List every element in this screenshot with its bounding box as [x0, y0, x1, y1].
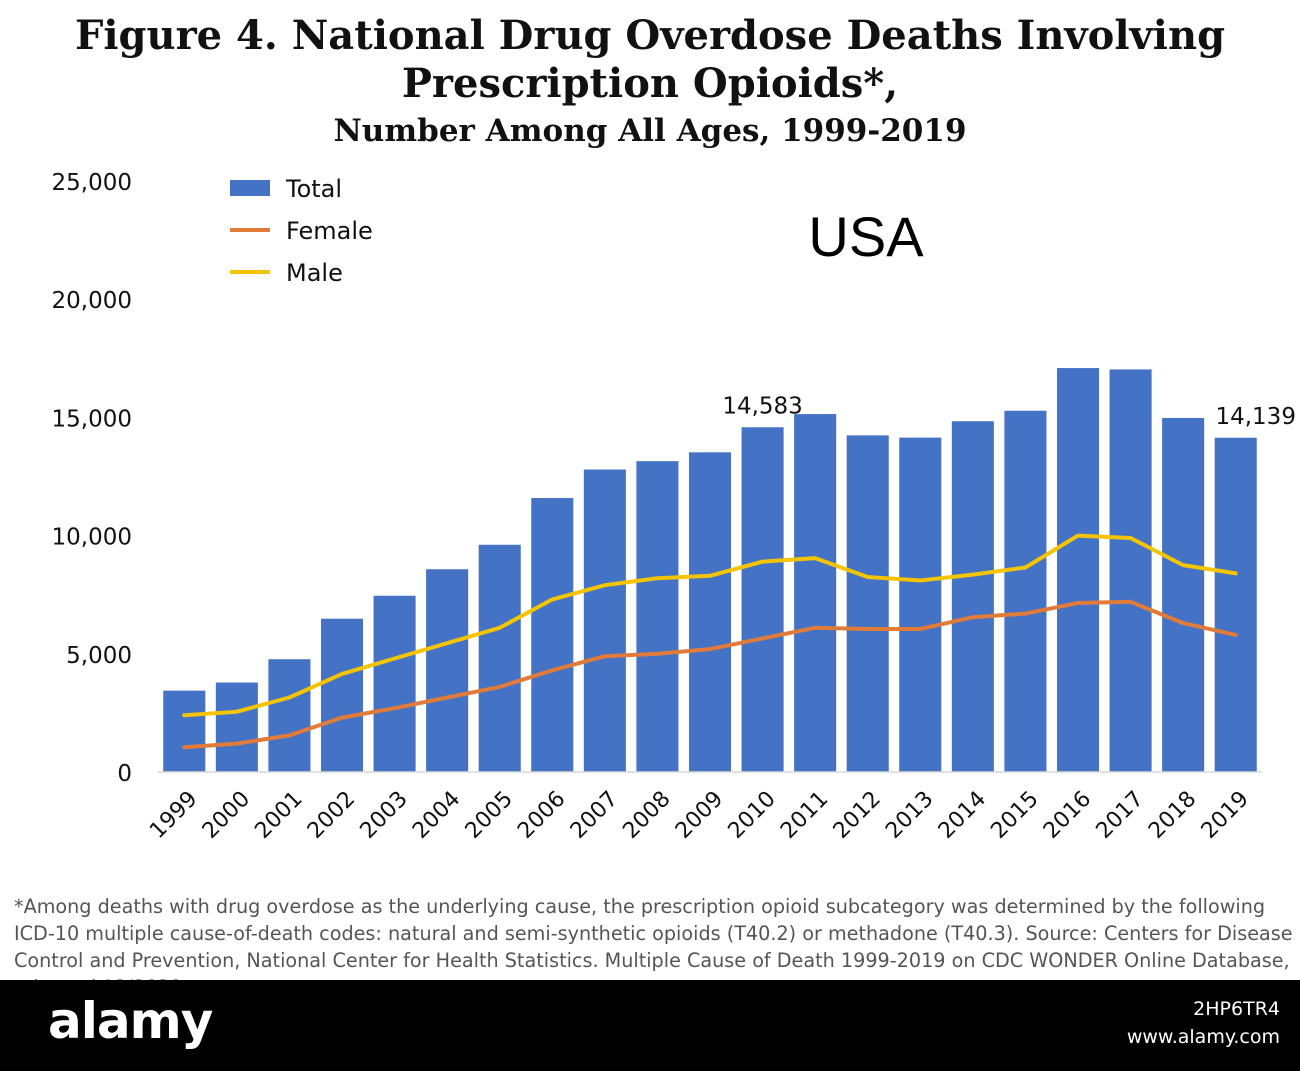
x-tick-label: 2012	[829, 787, 886, 844]
x-tick-label: 2001	[250, 787, 307, 844]
x-tick-label: 2011	[776, 787, 833, 844]
bar-2003	[373, 595, 416, 772]
x-tick-label: 2000	[198, 787, 255, 844]
line-male	[182, 533, 1238, 718]
x-tick-label: 2007	[566, 787, 623, 844]
bar-2006	[531, 498, 574, 772]
x-tick-label: 2009	[671, 787, 728, 844]
x-tick-label: 2010	[724, 787, 781, 844]
bar-2017	[1109, 369, 1152, 772]
y-tick-label: 10,000	[52, 525, 132, 551]
stock-site: www.alamy.com	[1126, 1026, 1280, 1048]
y-tick-label: 20,000	[52, 288, 132, 314]
legend-label-female: Female	[286, 217, 373, 245]
y-tick-label: 25,000	[52, 170, 132, 196]
footnote: *Among deaths with drug overdose as the …	[14, 895, 1293, 999]
x-tick-label: 2004	[408, 787, 465, 844]
bar-2015	[1004, 410, 1047, 772]
chart-subtitle: Number Among All Ages, 1999-2019	[333, 113, 967, 149]
x-tick-label: 2018	[1144, 787, 1201, 844]
chart-title: Figure 4. National Drug Overdose Deaths …	[74, 12, 1226, 107]
bar-2018	[1162, 417, 1205, 772]
x-tick-label: 2017	[1092, 787, 1149, 844]
bar-2010	[741, 427, 784, 772]
x-tick-label: 2013	[881, 787, 938, 844]
x-tick-label: 1999	[145, 787, 202, 844]
x-tick-label: 2019	[1197, 787, 1254, 844]
data-labels: 14,583 14,139	[722, 393, 1296, 429]
bar-2013	[899, 437, 942, 772]
stock-image-id: 2HP6TR4	[1193, 998, 1280, 1020]
bar-2009	[688, 452, 732, 772]
series-lines	[182, 533, 1238, 750]
y-axis-ticks: 0 5,000 10,000 15,000 20,000 25,000	[52, 170, 132, 787]
legend-label-male: Male	[286, 259, 343, 287]
bar-2004	[426, 569, 469, 772]
x-axis-ticks: 1999200020012002200320042005200620072008…	[145, 787, 1254, 844]
x-tick-label: 2016	[1039, 787, 1096, 844]
bar-2000	[215, 682, 258, 772]
x-tick-label: 2005	[461, 787, 518, 844]
y-tick-label: 5,000	[66, 643, 132, 669]
bar-2016	[1056, 368, 1100, 772]
legend-swatch-total	[230, 180, 270, 196]
y-tick-label: 0	[117, 761, 132, 787]
bar-2014	[951, 421, 994, 772]
bar-2001	[268, 659, 311, 772]
stock-logo: alamy	[48, 992, 213, 1050]
line-female	[182, 599, 1238, 750]
data-label-2010: 14,583	[722, 393, 802, 419]
bar-2011	[794, 414, 837, 772]
bar-2012	[846, 435, 889, 772]
x-tick-label: 2003	[356, 787, 413, 844]
y-tick-label: 15,000	[52, 406, 132, 432]
stock-footer-bar	[0, 980, 1300, 1071]
bar-2002	[320, 618, 364, 772]
chart-annotation: USA	[808, 205, 924, 268]
bar-2007	[583, 469, 626, 772]
bar-1999	[163, 690, 206, 772]
x-tick-label: 2014	[934, 787, 991, 844]
bar-2005	[478, 544, 521, 772]
data-label-2019: 14,139	[1215, 404, 1295, 430]
x-tick-label: 2002	[303, 787, 360, 844]
legend-label-total: Total	[285, 175, 342, 203]
x-tick-label: 2015	[986, 787, 1043, 844]
legend: Total Female Male	[230, 175, 373, 287]
stock-id-block: 2HP6TR4 www.alamy.com	[1127, 995, 1280, 1051]
total-bars	[163, 368, 1257, 772]
bar-2019	[1214, 437, 1257, 772]
bar-2008	[636, 461, 679, 772]
x-tick-label: 2006	[513, 787, 570, 844]
x-tick-label: 2008	[618, 787, 675, 844]
